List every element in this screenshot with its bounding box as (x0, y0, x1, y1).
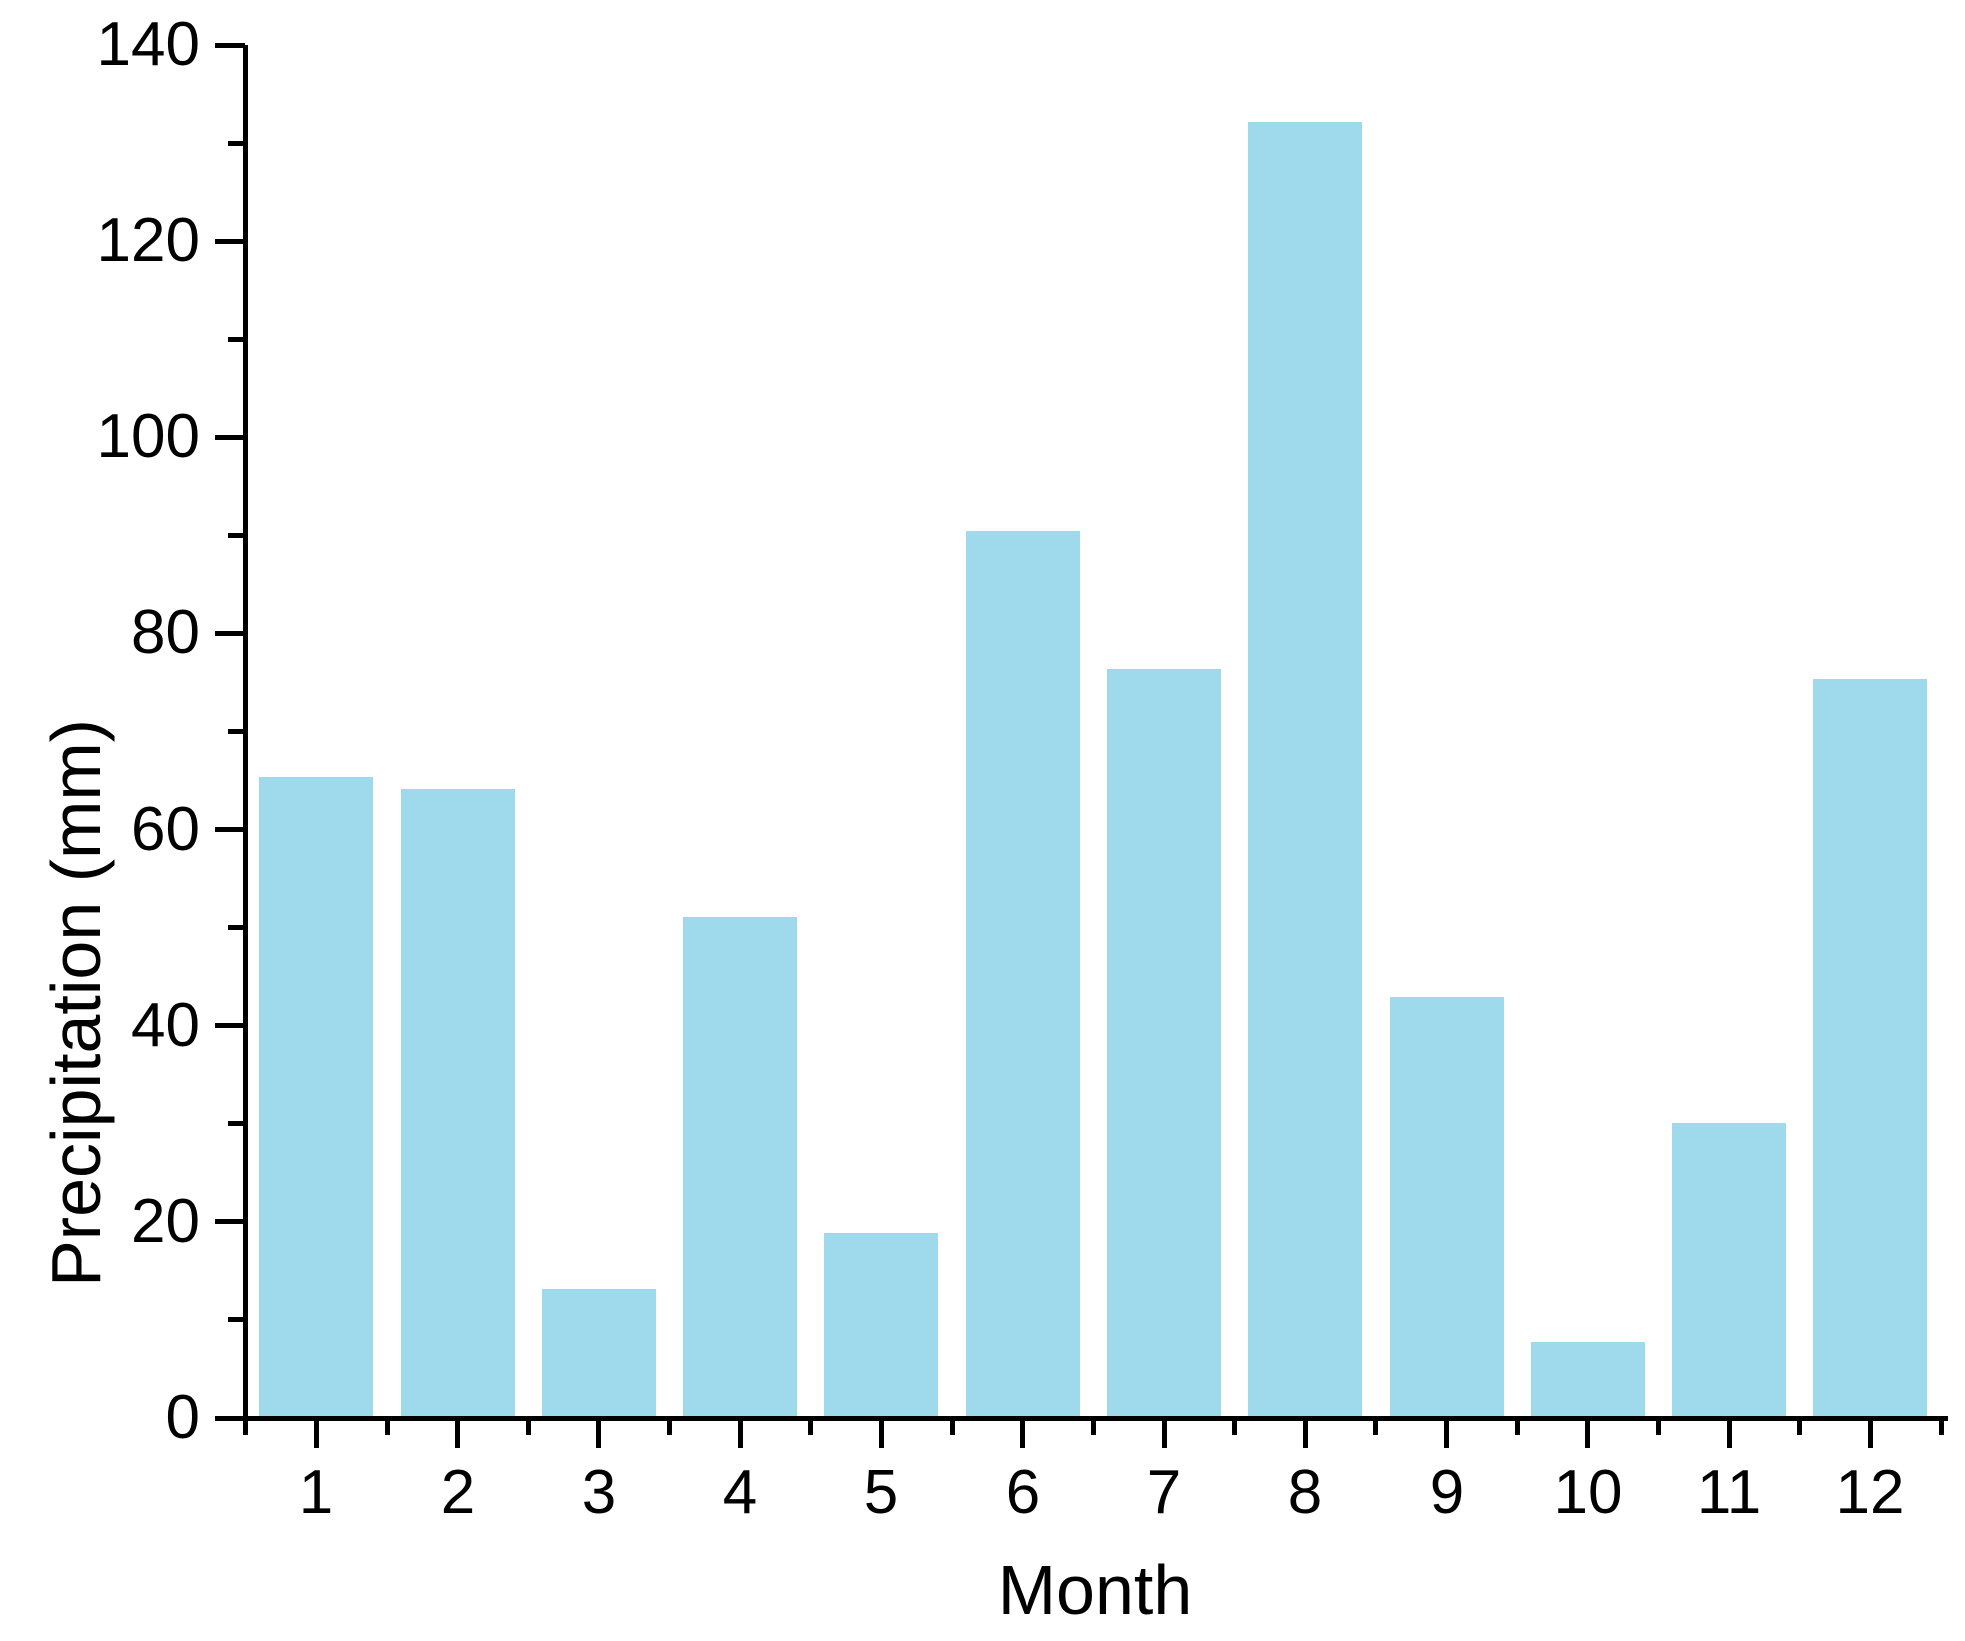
x-minor-tick (1939, 1418, 1944, 1435)
x-minor-tick (1515, 1418, 1520, 1435)
bar-month-5 (824, 1233, 938, 1418)
y-major-tick (215, 435, 245, 440)
y-minor-tick (228, 337, 245, 342)
bar-month-6 (966, 531, 1080, 1418)
x-major-tick (1020, 1418, 1025, 1448)
y-tick-label: 140 (96, 10, 200, 79)
y-minor-tick (228, 141, 245, 146)
bar-month-3 (542, 1289, 656, 1418)
y-major-tick (215, 827, 245, 832)
x-major-tick (1727, 1418, 1732, 1448)
x-tick-label: 4 (722, 1458, 758, 1527)
x-major-tick (1303, 1418, 1308, 1448)
x-tick-label: 2 (440, 1458, 476, 1527)
y-tick-label: 40 (131, 991, 200, 1060)
y-minor-tick (228, 1121, 245, 1126)
x-tick-label: 6 (1005, 1458, 1041, 1527)
bar-month-11 (1672, 1123, 1786, 1418)
y-minor-tick (228, 533, 245, 538)
x-minor-tick (1091, 1418, 1096, 1435)
x-minor-tick (1232, 1418, 1237, 1435)
x-major-tick (455, 1418, 460, 1448)
y-tick-label: 100 (96, 402, 200, 471)
y-major-tick (215, 239, 245, 244)
bar-month-12 (1813, 679, 1927, 1418)
x-minor-tick (1373, 1418, 1378, 1435)
y-major-tick (215, 1219, 245, 1224)
y-minor-tick (228, 729, 245, 734)
x-major-tick (1868, 1418, 1873, 1448)
y-major-tick (215, 631, 245, 636)
x-minor-tick (950, 1418, 955, 1435)
y-axis-title: Precipitation (mm) (37, 719, 115, 1287)
y-tick-label: 80 (131, 598, 200, 667)
y-tick-label: 20 (131, 1187, 200, 1256)
y-major-tick (215, 1416, 245, 1421)
y-tick-label: 60 (131, 795, 200, 864)
y-major-tick (215, 43, 245, 48)
x-tick-label: 3 (581, 1458, 617, 1527)
y-minor-tick (228, 925, 245, 930)
x-minor-tick (1656, 1418, 1661, 1435)
x-major-tick (879, 1418, 884, 1448)
x-tick-label: 10 (1553, 1458, 1623, 1527)
x-tick-label: 1 (298, 1458, 334, 1527)
y-axis-spine (243, 45, 248, 1421)
bar-month-2 (401, 789, 515, 1418)
x-minor-tick (385, 1418, 390, 1435)
x-major-tick (596, 1418, 601, 1448)
x-minor-tick (808, 1418, 813, 1435)
y-major-tick (215, 1023, 245, 1028)
x-major-tick (314, 1418, 319, 1448)
x-axis-title: Month (997, 1551, 1193, 1629)
x-tick-label: 9 (1429, 1458, 1465, 1527)
x-tick-label: 8 (1287, 1458, 1323, 1527)
x-major-tick (1162, 1418, 1167, 1448)
y-tick-label: 120 (96, 206, 200, 275)
x-major-tick (738, 1418, 743, 1448)
bar-month-9 (1390, 997, 1504, 1418)
x-minor-tick (1797, 1418, 1802, 1435)
y-minor-tick (228, 1317, 245, 1322)
x-tick-label: 5 (863, 1458, 899, 1527)
y-tick-label: 0 (165, 1383, 200, 1452)
bar-month-8 (1248, 122, 1362, 1418)
bar-month-1 (259, 777, 373, 1418)
bar-month-4 (683, 917, 797, 1418)
bar-month-10 (1531, 1342, 1645, 1418)
x-major-tick (1585, 1418, 1590, 1448)
bar-month-7 (1107, 669, 1221, 1418)
x-tick-label: 7 (1146, 1458, 1182, 1527)
x-minor-tick (667, 1418, 672, 1435)
x-tick-label: 12 (1835, 1458, 1905, 1527)
x-minor-tick (526, 1418, 531, 1435)
x-tick-label: 11 (1696, 1458, 1762, 1527)
x-minor-tick (243, 1418, 248, 1435)
x-major-tick (1444, 1418, 1449, 1448)
